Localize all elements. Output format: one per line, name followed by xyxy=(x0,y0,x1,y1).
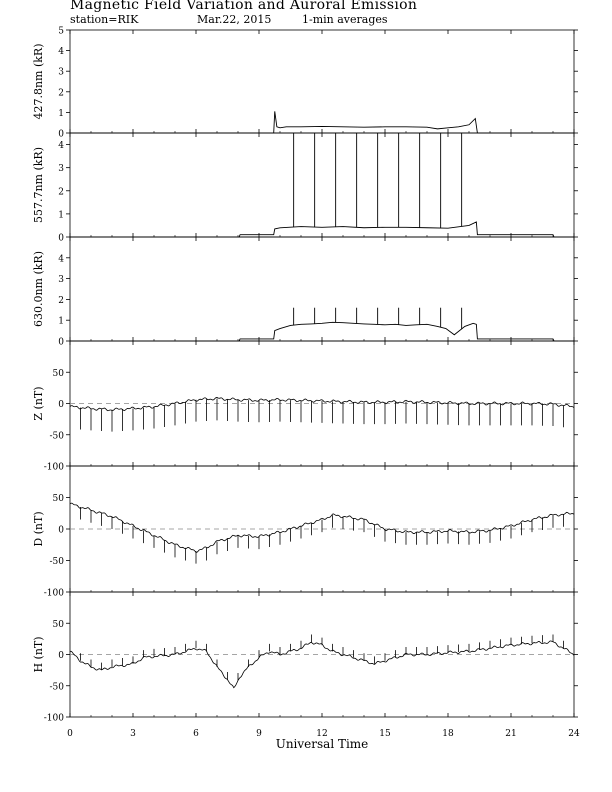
y-tick-label: 3 xyxy=(58,275,64,285)
y-axis-label: D (nT) xyxy=(32,511,45,546)
x-tick-label: 21 xyxy=(505,729,516,739)
y-tick-label: 50 xyxy=(53,369,65,379)
spike-group xyxy=(80,506,564,564)
series-line xyxy=(69,640,575,689)
y-tick-label: 0 xyxy=(58,651,64,661)
y-tick-label: -100 xyxy=(44,714,64,724)
spike-group xyxy=(80,634,564,681)
y-axis-label: Z (nT) xyxy=(32,386,45,420)
series-line xyxy=(70,221,574,238)
y-tick-label: -50 xyxy=(50,431,65,441)
y-tick-label: 2 xyxy=(58,296,64,306)
panel-557-7nm: 0 1 2 3 4 557.7nm (kR) xyxy=(32,132,578,244)
date-label: Mar.22, 2015 xyxy=(197,13,272,26)
y-tick-label: 1 xyxy=(58,109,64,119)
y-tick-label: 4 xyxy=(58,47,64,57)
y-tick-label: 4 xyxy=(58,254,64,264)
panel-z: -100 -50 0 50 Z (nT) xyxy=(32,340,578,473)
chart-title: Magnetic Field Variation and Auroral Emi… xyxy=(70,0,418,13)
panel-630-0nm: 0 1 2 3 4 630.0nm (kR) xyxy=(32,236,578,348)
y-tick-label: -50 xyxy=(50,682,65,692)
x-tick-label: 24 xyxy=(568,729,580,739)
y-tick-label: 50 xyxy=(53,494,65,504)
y-tick-label: 0 xyxy=(58,526,64,536)
y-tick-label: 3 xyxy=(58,164,64,174)
x-tick-label: 15 xyxy=(379,729,391,739)
y-axis-label: 630.0nm (kR) xyxy=(32,251,45,327)
series-line xyxy=(70,321,574,342)
panel-h: -100 -50 0 50 H (nT) xyxy=(32,591,578,724)
y-tick-label: 0 xyxy=(58,234,64,244)
y-tick-label: -100 xyxy=(44,463,64,473)
y-tick-label: -100 xyxy=(44,589,64,599)
y-tick-label: 1 xyxy=(58,210,64,220)
y-tick-label: 4 xyxy=(58,141,64,151)
averaging-label: 1-min averages xyxy=(302,13,388,26)
y-tick-label: 3 xyxy=(58,68,64,78)
x-tick-label: 18 xyxy=(442,729,454,739)
panel-frame xyxy=(69,29,575,134)
y-tick-label: 0 xyxy=(58,130,64,140)
y-tick-label: 5 xyxy=(58,27,64,37)
panel-frame xyxy=(69,236,575,342)
x-axis-label: Universal Time xyxy=(276,737,369,751)
x-tick-label: 0 xyxy=(67,729,73,739)
spike-group xyxy=(293,133,463,229)
panel-d: -100 -50 0 50 D (nT) xyxy=(32,465,578,599)
y-tick-label: 2 xyxy=(58,88,64,98)
x-tick-label: 12 xyxy=(316,729,327,739)
y-tick-label: 2 xyxy=(58,187,64,197)
y-axis-label: 427.8nm (kR) xyxy=(32,43,45,119)
x-tick-label: 9 xyxy=(256,729,262,739)
y-tick-label: 0 xyxy=(58,400,64,410)
y-axis-label: 557.7nm (kR) xyxy=(32,147,45,223)
y-tick-label: -50 xyxy=(50,557,65,567)
spike-group xyxy=(293,307,463,329)
y-tick-label: 0 xyxy=(58,338,64,348)
station-label: station=RIK xyxy=(70,13,139,26)
x-tick-label: 6 xyxy=(193,729,199,739)
panel-427-8nm: 0 1 2 3 4 5 427.8nm (kR) xyxy=(32,27,578,140)
spike-group xyxy=(80,398,564,432)
y-tick-label: 50 xyxy=(53,620,65,630)
y-tick-label: 1 xyxy=(58,317,64,327)
series-line xyxy=(70,111,574,134)
y-axis-label: H (nT) xyxy=(32,636,45,672)
x-tick-label: 3 xyxy=(130,729,136,739)
panel-frame xyxy=(69,132,575,238)
